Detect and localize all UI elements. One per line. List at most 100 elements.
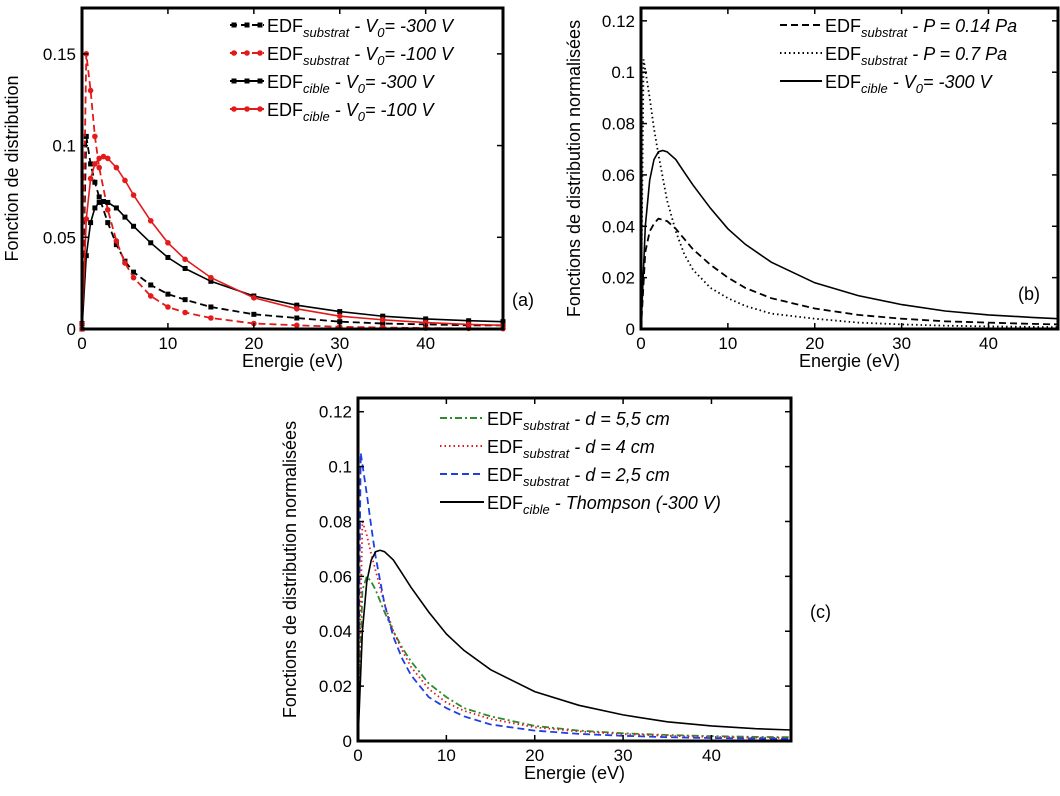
series-line-4	[358, 549, 791, 741]
y-tick-label: 0.1	[328, 458, 352, 477]
legend-label-4: EDFcible - Thompson (-300 V)	[487, 493, 721, 517]
data-point	[251, 295, 257, 301]
data-point	[337, 309, 343, 315]
series-line-4	[82, 155, 503, 329]
data-point	[147, 217, 154, 224]
y-tick-label: 0.04	[602, 217, 635, 236]
legend-label-1: EDFsubstrat - V0= -300 V	[267, 16, 455, 40]
data-point	[182, 297, 188, 303]
data-point	[182, 256, 188, 263]
plot-frame	[639, 6, 1060, 331]
legend-label-1: EDFsubstrat - d = 5,5 cm	[487, 409, 670, 433]
data-point	[105, 199, 111, 205]
data-point	[131, 269, 137, 275]
y-tick-label: 0	[626, 320, 635, 339]
y-tick-label: 0.02	[319, 677, 352, 696]
data-point	[83, 253, 89, 259]
data-point	[113, 205, 119, 211]
data-point	[113, 238, 120, 244]
y-axis-label: Fonctions de distribution normalisées	[564, 20, 584, 317]
data-point	[92, 161, 98, 167]
data-point	[104, 206, 111, 213]
legend-marker	[257, 22, 263, 28]
data-point	[148, 282, 154, 288]
legend-marker	[231, 22, 237, 28]
data-point	[92, 205, 98, 211]
data-point	[100, 199, 106, 205]
data-point	[165, 254, 171, 260]
data-point	[113, 242, 119, 248]
data-point	[294, 302, 300, 308]
x-tick-label: 10	[158, 334, 177, 353]
data-point	[87, 175, 94, 182]
data-point	[293, 322, 300, 329]
x-tick-label: 30	[330, 334, 349, 353]
x-axis-label: Energie (eV)	[799, 351, 900, 371]
data-point	[96, 194, 102, 200]
data-point	[208, 278, 214, 284]
x-axis-label: Energie (eV)	[524, 763, 625, 783]
series-line-2	[641, 59, 1058, 329]
data-point	[208, 315, 214, 321]
series-line-3	[82, 200, 503, 329]
data-point	[92, 179, 98, 185]
data-point	[122, 260, 128, 266]
legend: EDFsubstrat - V0= -300 V EDFsubstrat - V0…	[230, 16, 455, 124]
plot-frame	[356, 396, 793, 743]
y-tick-label: 0	[343, 732, 352, 751]
data-point	[380, 320, 386, 326]
x-tick-label: 0	[636, 334, 645, 353]
legend-marker	[231, 50, 237, 56]
x-tick-label: 10	[437, 746, 456, 765]
data-point	[251, 311, 257, 317]
y-tick-label: 0.04	[319, 622, 352, 641]
legend-marker	[257, 50, 263, 56]
y-tick-label: 0.08	[602, 115, 635, 134]
legend-marker	[231, 78, 237, 84]
data-point	[96, 199, 102, 205]
data-point	[88, 220, 94, 226]
legend-marker	[244, 22, 250, 28]
data-point	[96, 164, 102, 171]
y-tick-label: 0.1	[52, 137, 76, 156]
y-axis-label: Fonction de distribution	[2, 75, 22, 261]
data-point	[208, 304, 214, 310]
data-point	[100, 153, 107, 160]
data-point	[294, 315, 300, 321]
data-point	[466, 318, 472, 324]
data-point	[422, 319, 429, 326]
data-point	[380, 313, 386, 319]
x-tick-label: 40	[416, 334, 435, 353]
plot-frame	[80, 6, 505, 331]
series-line-1	[358, 574, 791, 739]
y-tick-label: 0.12	[602, 12, 635, 31]
legend-label-2: EDFsubstrat - d = 4 cm	[487, 437, 655, 461]
y-axis-label: Fonctions de distribution normalisées	[280, 421, 300, 718]
y-tick-label: 0	[67, 320, 76, 339]
x-tick-label: 20	[244, 334, 263, 353]
y-tick-label: 0.1	[611, 63, 635, 82]
series-line-2	[82, 53, 503, 329]
data-point	[104, 155, 111, 162]
data-point	[130, 192, 137, 198]
x-tick-label: 20	[525, 746, 544, 765]
panel-label: (a)	[512, 290, 534, 310]
panel-label: (c)	[810, 602, 831, 622]
data-point	[337, 319, 343, 325]
legend-label-3: EDFcible - V0= -300 V	[267, 72, 436, 96]
legend: EDFsubstrat - d = 5,5 cm EDFsubstrat - d …	[440, 409, 721, 517]
x-tick-label: 10	[718, 334, 737, 353]
data-point	[83, 133, 89, 139]
x-tick-label: 0	[77, 334, 86, 353]
data-point	[87, 87, 94, 94]
legend-label-2: EDFsubstrat - V0= -100 V	[267, 44, 455, 68]
data-point	[293, 306, 300, 312]
data-point	[423, 316, 429, 322]
x-tick-label: 40	[979, 334, 998, 353]
legend-label-2: EDFsubstrat - P = 0.7 Pa	[825, 44, 1007, 68]
legend-label-4: EDFcible - V0= -100 V	[267, 100, 436, 124]
x-tick-label: 20	[805, 334, 824, 353]
legend-label-3: EDFcible - V0= -300 V	[825, 72, 994, 96]
legend-marker	[244, 106, 250, 112]
